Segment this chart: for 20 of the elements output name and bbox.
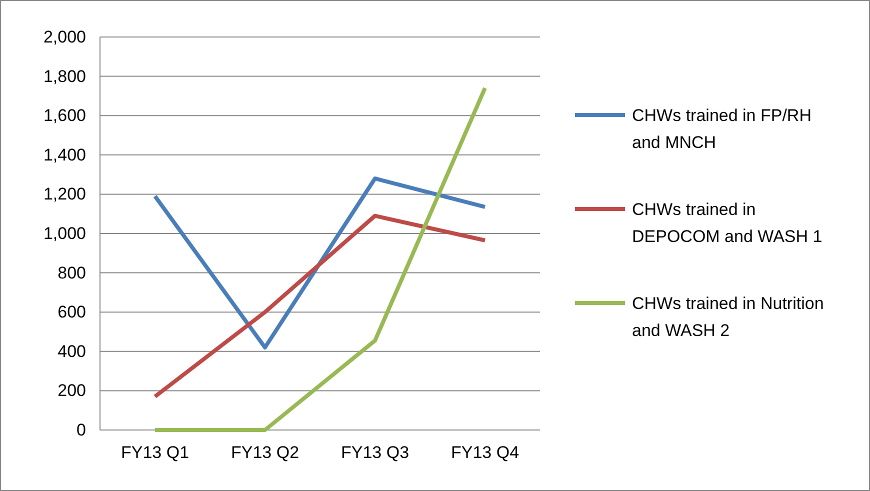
y-tick-label: 600	[58, 302, 86, 322]
legend-label: CHWs trained in Nutrition and WASH 2	[632, 294, 824, 340]
y-tick-label: 200	[58, 381, 86, 400]
legend-label: CHWs trained in FP/RH and MNCH	[632, 106, 812, 152]
y-tick-label: 2,000	[43, 27, 86, 46]
y-tick-label: 800	[58, 263, 86, 282]
x-tick-label: FY13 Q4	[450, 443, 520, 462]
y-tick-label: 1,000	[43, 224, 86, 243]
y-tick-label: 1,400	[43, 145, 86, 164]
x-tick-label: FY13 Q1	[120, 443, 190, 462]
x-tick-label: FY13 Q3	[340, 443, 410, 462]
y-tick-label: 1,200	[43, 184, 86, 204]
line-series	[153, 214, 487, 399]
line-series	[153, 176, 487, 350]
y-tick-label: 400	[58, 342, 86, 361]
y-tick-label: 1,600	[43, 106, 86, 126]
y-tick-label: 0	[76, 420, 86, 440]
legend-label: CHWs trained in DEPOCOM and WASH 1	[632, 200, 822, 246]
y-tick-label: 1,800	[43, 66, 86, 86]
x-tick-label: FY13 Q2	[230, 443, 300, 462]
